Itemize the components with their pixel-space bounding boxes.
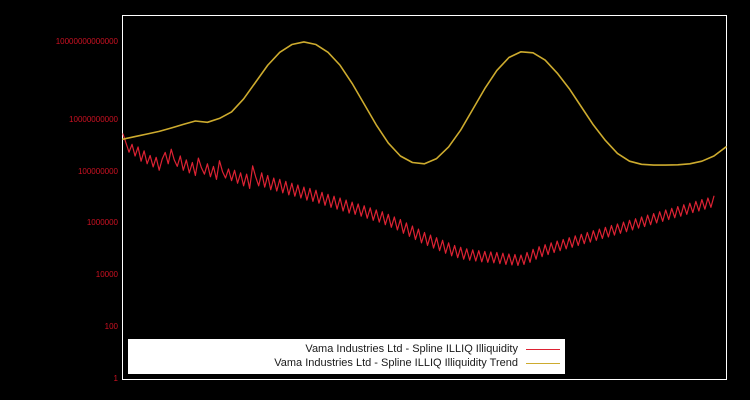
plot-area-border [122,15,727,380]
y-axis-tick-label: 10000000000 [69,114,118,124]
y-axis-tick-label: 10000 [95,270,118,280]
series-line-illiquidity-trend [122,41,727,166]
legend-entry-label: Vama Industries Ltd - Spline ILLIQ Illiq… [305,343,518,355]
y-axis-tick-label: 10000000000000 [55,36,118,46]
legend-entry[interactable]: Vama Industries Ltd - Spline ILLIQ Illiq… [133,342,560,356]
legend: Vama Industries Ltd - Spline ILLIQ Illiq… [128,339,565,374]
series-line-illiquidity [122,133,715,267]
y-axis-tick-label: 100000000 [77,166,118,176]
legend-color-swatch [526,362,560,364]
y-axis-tick-label: 1 [113,374,118,383]
y-axis-tick-label: 1000000 [86,218,118,228]
series-layer [122,41,727,267]
legend-color-swatch [526,348,560,350]
legend-entry[interactable]: Vama Industries Ltd - Spline ILLIQ Illiq… [133,356,560,370]
y-axis-tick-label: 100 [104,322,118,332]
legend-entry-label: Vama Industries Ltd - Spline ILLIQ Illiq… [274,357,518,369]
